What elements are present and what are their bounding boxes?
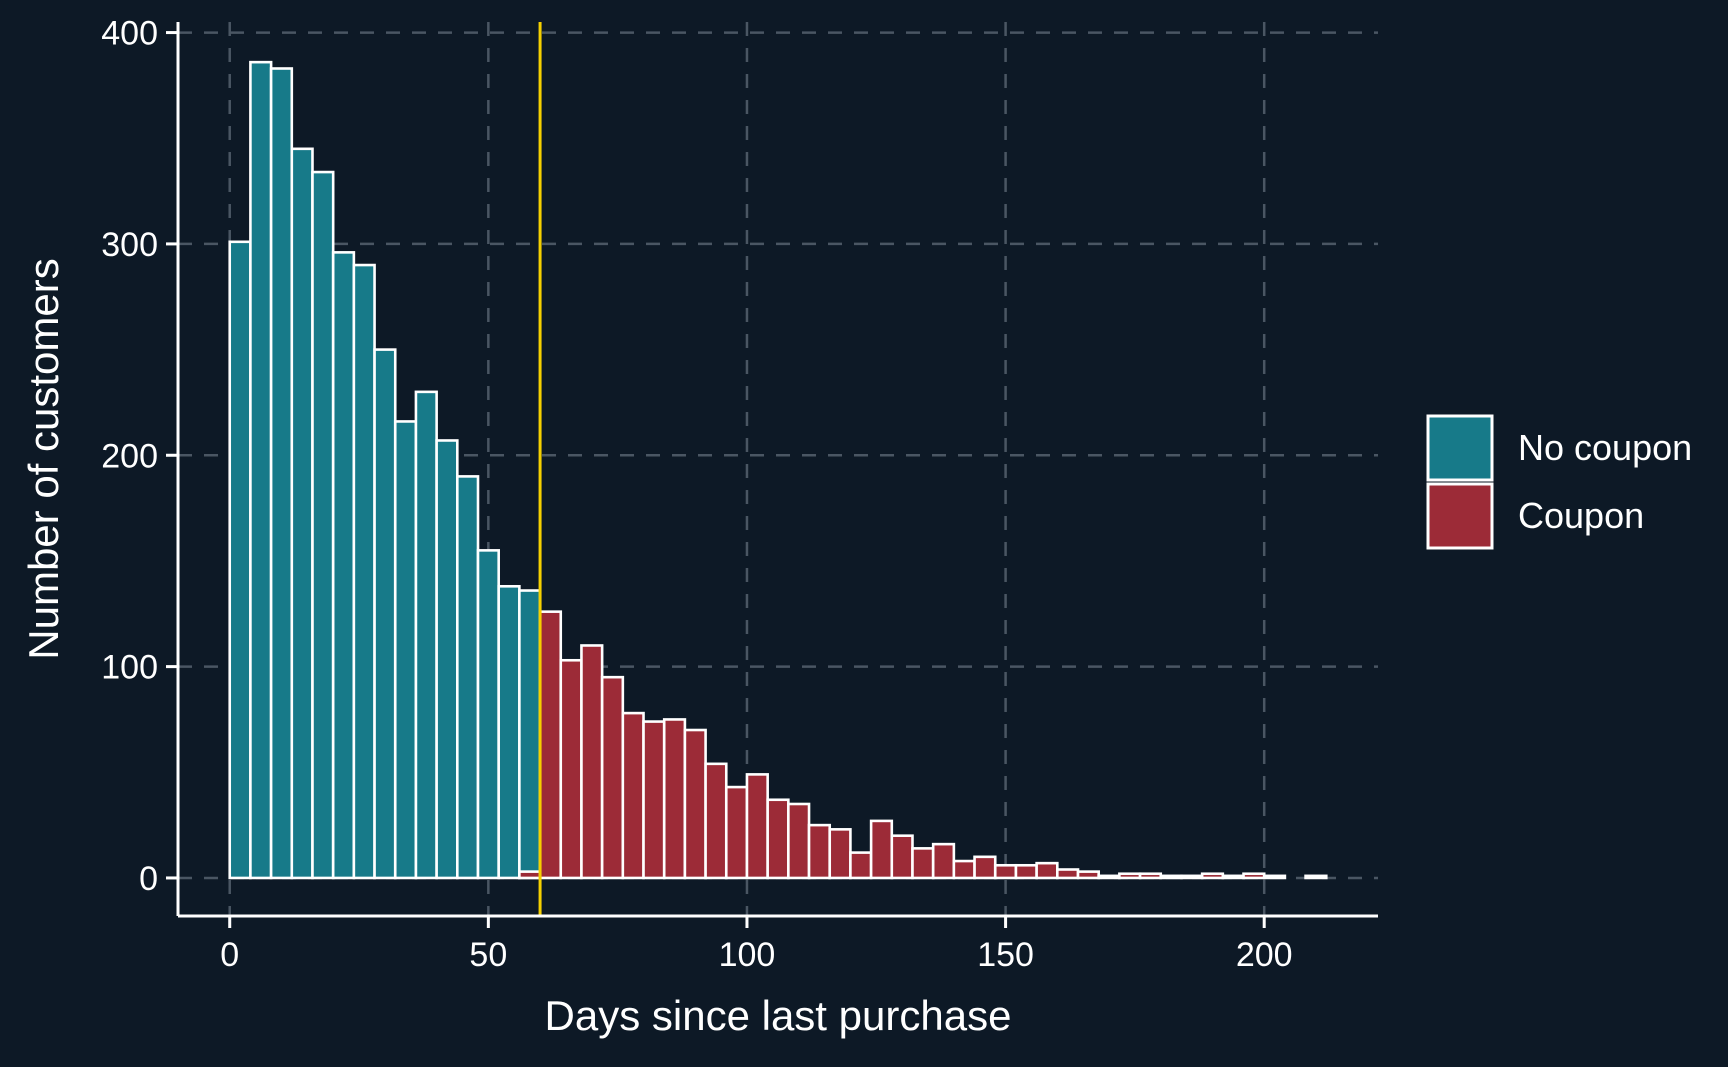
bar-no-coupon-20 [331,251,356,880]
bar-coupon-100 [745,773,769,880]
x-tick-label-150: 150 [977,936,1034,974]
x-tick-label-0: 0 [220,936,239,974]
bar-coupon-56 [518,870,542,880]
bar-coupon-144 [973,855,997,880]
bar-coupon-168 [1097,874,1121,880]
bar-coupon-124 [869,819,894,880]
bar-no-coupon-8 [269,67,294,880]
bar-coupon-136 [931,842,956,880]
x-axis-title: Days since last purchase [545,992,1012,1039]
bar-coupon-80 [642,720,666,880]
y-tick-label-0: 0 [139,860,158,898]
bar-coupon-132 [911,847,935,880]
bar-coupon-192 [1221,874,1245,880]
bar-no-coupon-40 [435,439,459,880]
bar-coupon-108 [787,802,811,880]
bar-no-coupon-36 [414,390,438,880]
y-tick-label-400: 400 [101,15,158,53]
bar-no-coupon-56 [518,589,542,880]
bar-no-coupon-44 [456,475,480,880]
y-tick-label-200: 200 [101,437,158,475]
bar-coupon-140 [952,859,976,880]
bar-coupon-176 [1138,872,1163,880]
bar-coupon-120 [849,851,873,880]
bar-coupon-152 [1014,863,1038,880]
bar-coupon-64 [559,658,583,880]
bar-coupon-96 [724,785,749,880]
bar-coupon-76 [621,711,645,880]
bar-coupon-72 [600,675,625,880]
bar-no-coupon-52 [497,584,521,880]
bar-no-coupon-48 [476,549,500,880]
bar-coupon-156 [1035,861,1059,880]
bar-coupon-104 [766,798,790,880]
x-tick-label-50: 50 [469,936,507,974]
bar-coupon-184 [1180,874,1204,880]
x-tick-label-200: 200 [1236,936,1293,974]
bar-coupon-68 [580,644,604,880]
bars-no-coupon [228,60,542,880]
bar-coupon-180 [1159,874,1183,880]
y-axis-title: Number of customers [20,258,67,659]
bar-no-coupon-12 [290,147,314,880]
y-tick-label-300: 300 [101,226,158,264]
bar-coupon-188 [1200,872,1225,880]
bar-no-coupon-24 [352,263,376,880]
bar-no-coupon-28 [373,348,397,880]
bar-coupon-164 [1076,870,1100,880]
bar-coupon-208 [1304,874,1328,880]
legend-swatch-coupon [1426,482,1494,550]
legend: No coupon Coupon [1426,414,1692,550]
bar-coupon-116 [828,828,852,880]
bar-coupon-172 [1118,872,1142,880]
bar-no-coupon-16 [311,170,335,880]
legend-label-coupon: Coupon [1518,495,1644,536]
tick-labels: 0 50 100 150 200 0 100 200 300 400 [101,15,1292,974]
bar-no-coupon-4 [249,60,273,880]
bar-coupon-60 [538,610,563,880]
legend-swatch-no-coupon [1426,414,1494,482]
legend-label-no-coupon: No coupon [1518,427,1692,468]
bar-coupon-88 [683,728,707,880]
x-tick-label-100: 100 [719,936,776,974]
bar-no-coupon-32 [393,420,418,880]
bar-coupon-84 [662,718,687,880]
bar-no-coupon-0 [228,240,252,880]
bar-coupon-200 [1262,874,1287,880]
bar-coupon-148 [993,863,1018,880]
y-tick-label-100: 100 [101,649,158,687]
bar-coupon-196 [1242,872,1266,880]
bar-coupon-92 [704,762,728,880]
bar-coupon-160 [1056,868,1080,880]
bar-coupon-112 [807,823,832,880]
bar-coupon-128 [890,834,914,880]
axes [176,22,1378,918]
bars-coupon [518,610,1328,880]
